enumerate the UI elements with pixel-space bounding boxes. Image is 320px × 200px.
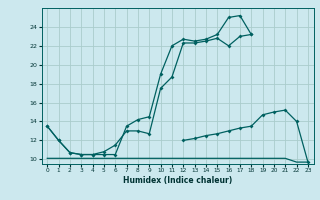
X-axis label: Humidex (Indice chaleur): Humidex (Indice chaleur) — [123, 176, 232, 185]
